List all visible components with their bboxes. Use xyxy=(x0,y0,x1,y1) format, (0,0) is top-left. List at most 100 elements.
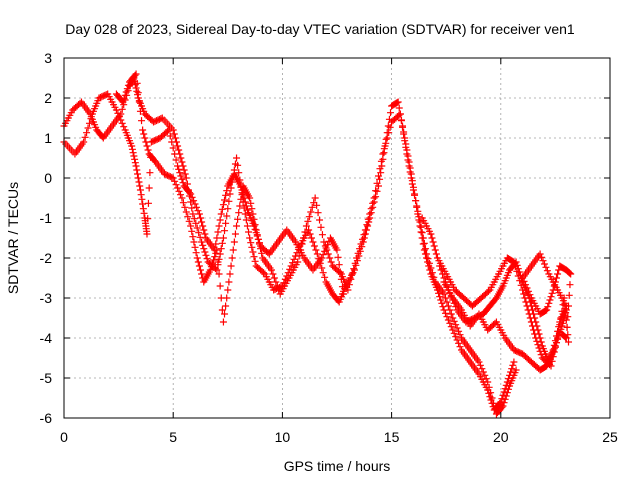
data-point xyxy=(134,89,142,97)
data-point xyxy=(192,249,200,257)
data-point xyxy=(136,107,144,115)
data-point xyxy=(407,174,415,182)
data-point xyxy=(138,117,146,125)
data-point xyxy=(165,126,173,134)
data-point xyxy=(520,277,528,285)
data-point xyxy=(373,187,381,195)
data-point xyxy=(532,334,540,342)
data-point xyxy=(247,199,255,207)
data-point xyxy=(536,347,544,355)
data-point xyxy=(383,134,391,142)
data-point xyxy=(485,383,493,391)
data-point xyxy=(87,115,95,123)
data-point xyxy=(81,133,89,141)
data-point xyxy=(250,222,258,230)
data-point xyxy=(222,302,230,310)
data-point xyxy=(248,243,256,251)
data-point xyxy=(354,249,362,257)
data-point xyxy=(497,398,505,406)
data-point xyxy=(393,99,401,107)
data-point xyxy=(241,198,249,206)
data-point xyxy=(186,189,194,197)
data-point xyxy=(476,361,484,369)
data-point xyxy=(444,316,452,324)
data-point xyxy=(551,278,559,286)
data-point xyxy=(295,252,303,260)
data-point xyxy=(219,318,227,326)
data-point xyxy=(366,210,374,218)
y-tick-label: 0 xyxy=(44,170,52,186)
data-point xyxy=(273,282,281,290)
data-point xyxy=(564,313,572,321)
data-point xyxy=(405,162,413,170)
data-point xyxy=(364,215,372,223)
data-point xyxy=(132,84,140,92)
data-point xyxy=(527,318,535,326)
data-point xyxy=(565,269,573,277)
data-point xyxy=(302,222,310,230)
data-point xyxy=(311,194,319,202)
data-point xyxy=(179,179,187,187)
data-point xyxy=(168,138,176,146)
data-point xyxy=(428,269,436,277)
data-point xyxy=(172,156,180,164)
data-point xyxy=(419,234,427,242)
series-track-3 xyxy=(112,70,520,418)
data-point xyxy=(218,306,226,314)
data-point xyxy=(128,142,136,150)
data-point xyxy=(525,310,533,318)
data-point xyxy=(548,357,556,365)
data-point xyxy=(382,139,390,147)
data-point xyxy=(85,119,93,127)
data-point xyxy=(157,115,165,123)
data-point xyxy=(412,197,420,205)
data-point xyxy=(537,351,545,359)
data-point xyxy=(554,334,562,342)
data-point xyxy=(546,296,554,304)
data-point xyxy=(440,290,448,298)
data-point xyxy=(446,306,454,314)
data-point xyxy=(504,385,512,393)
data-point xyxy=(409,186,417,194)
data-point xyxy=(432,250,440,258)
data-point xyxy=(221,310,229,318)
data-point xyxy=(172,181,180,189)
data-point xyxy=(171,134,179,142)
data-point xyxy=(136,182,144,190)
chart-title: Day 028 of 2023, Sidereal Day-to-day VTE… xyxy=(65,21,575,37)
data-point xyxy=(131,159,139,167)
data-point xyxy=(309,238,317,246)
data-point xyxy=(414,207,422,215)
data-point xyxy=(360,231,368,239)
data-point xyxy=(395,111,403,119)
data-point xyxy=(246,234,254,242)
data-point xyxy=(230,238,238,246)
data-point xyxy=(226,190,234,198)
axis-ticks: 0 5 10 15 20 25 -6 -5 -4 -3 -2 -1 0 1 2 3 xyxy=(40,50,618,445)
data-point xyxy=(308,203,316,211)
data-point xyxy=(181,170,189,178)
data-point xyxy=(356,245,364,253)
data-point xyxy=(202,251,210,259)
data-point xyxy=(361,226,369,234)
data-point xyxy=(192,219,200,227)
data-point xyxy=(146,169,154,177)
data-point xyxy=(234,161,242,169)
data-point xyxy=(387,109,395,117)
data-point xyxy=(120,95,128,103)
data-point xyxy=(80,138,88,146)
data-point xyxy=(420,246,428,254)
x-tick-label: 25 xyxy=(602,429,618,445)
data-point xyxy=(197,266,204,274)
data-point xyxy=(317,223,325,231)
data-point xyxy=(513,267,521,275)
data-point xyxy=(185,217,193,225)
data-point xyxy=(196,233,204,241)
data-point xyxy=(119,98,127,106)
data-point xyxy=(140,130,148,138)
x-tick-label: 20 xyxy=(493,429,509,445)
data-point xyxy=(216,216,224,224)
data-point xyxy=(174,162,182,170)
data-point xyxy=(255,240,263,248)
data-point xyxy=(552,339,560,347)
